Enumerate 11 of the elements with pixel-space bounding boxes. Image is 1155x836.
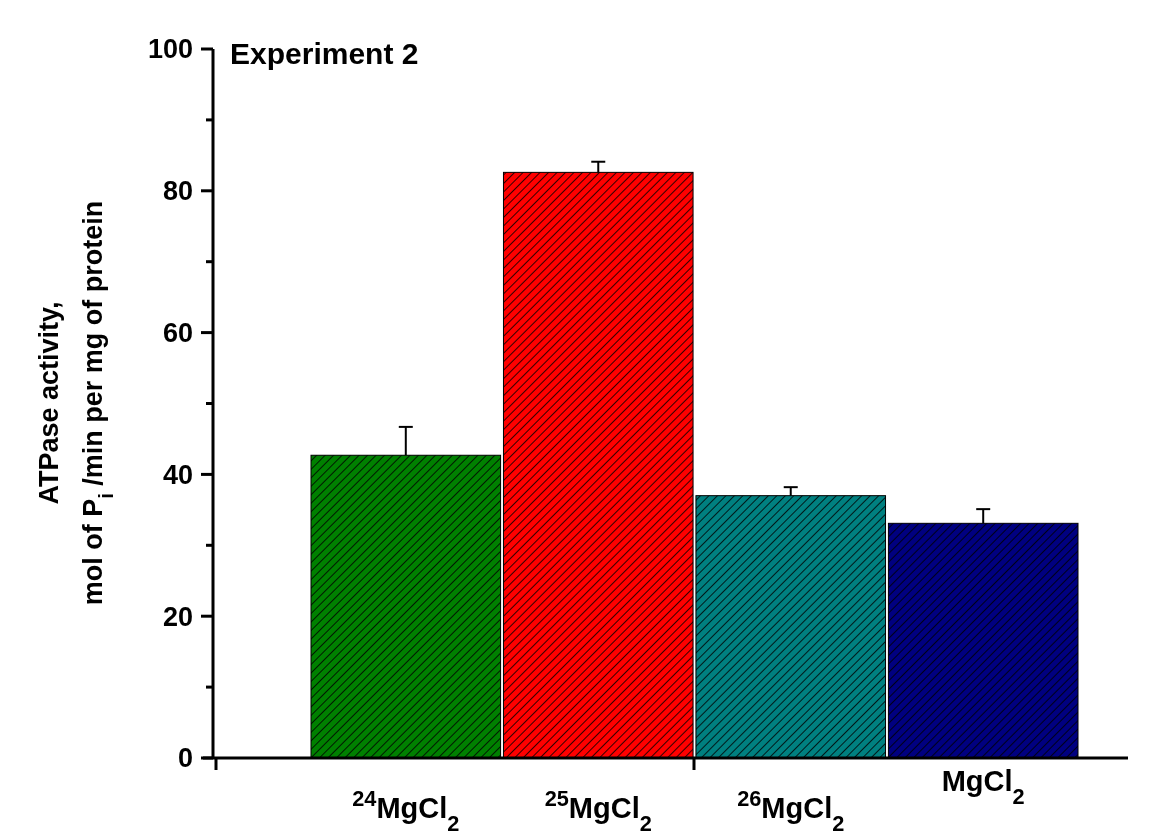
y-tick-label: 0 (177, 743, 193, 774)
y-tick-label: 80 (162, 176, 193, 207)
x-tick-label: MgCl$_{2}$ (941, 765, 1025, 809)
chart-title: Experiment 2 (230, 37, 419, 70)
y-tick-label: 60 (162, 318, 193, 349)
x-tick-label: $^{24}$MgCl$_{2}$ (352, 785, 460, 836)
y-tick-label: 20 (162, 601, 193, 632)
x-tick-label: $^{26}$MgCl$_{2}$ (737, 785, 845, 836)
y-tick-label: 100 (147, 34, 193, 65)
y-tick-label: 40 (162, 459, 193, 490)
x-tick-label: $^{25}$MgCl$_{2}$ (544, 785, 652, 836)
